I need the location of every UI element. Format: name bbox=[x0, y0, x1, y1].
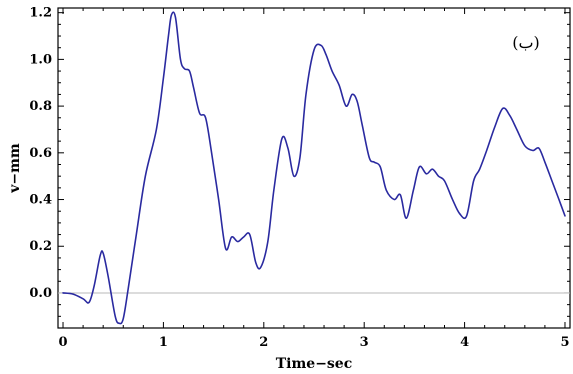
y-tick-label: 0.2 bbox=[29, 239, 52, 254]
y-tick-label: 1.2 bbox=[29, 6, 52, 21]
y-tick-label: 0.8 bbox=[29, 99, 52, 114]
chart-annotation: (ب) bbox=[512, 33, 540, 52]
y-tick-label: 0.4 bbox=[29, 193, 52, 208]
x-tick-label: 4 bbox=[460, 335, 469, 350]
plot-frame bbox=[57, 7, 571, 329]
y-axis-title: v−mm bbox=[7, 143, 23, 194]
x-axis-title: Time−sec bbox=[276, 356, 353, 372]
x-tick-label: 0 bbox=[58, 335, 67, 350]
series-line bbox=[62, 11, 566, 325]
x-tick-label: 2 bbox=[259, 335, 268, 350]
x-tick-label: 3 bbox=[360, 335, 369, 350]
x-tick-label: 1 bbox=[159, 335, 168, 350]
y-tick-label: 0.0 bbox=[29, 286, 52, 301]
x-tick-label: 5 bbox=[560, 335, 569, 350]
y-tick-label: 0.6 bbox=[29, 146, 52, 161]
tick-marks bbox=[58, 8, 570, 328]
y-tick-label: 1.0 bbox=[29, 52, 52, 67]
tick-labels: 0 1 2 3 4 5 0.0 0.2 0.4 0.6 0.8 1.0 1.2 bbox=[29, 6, 569, 350]
